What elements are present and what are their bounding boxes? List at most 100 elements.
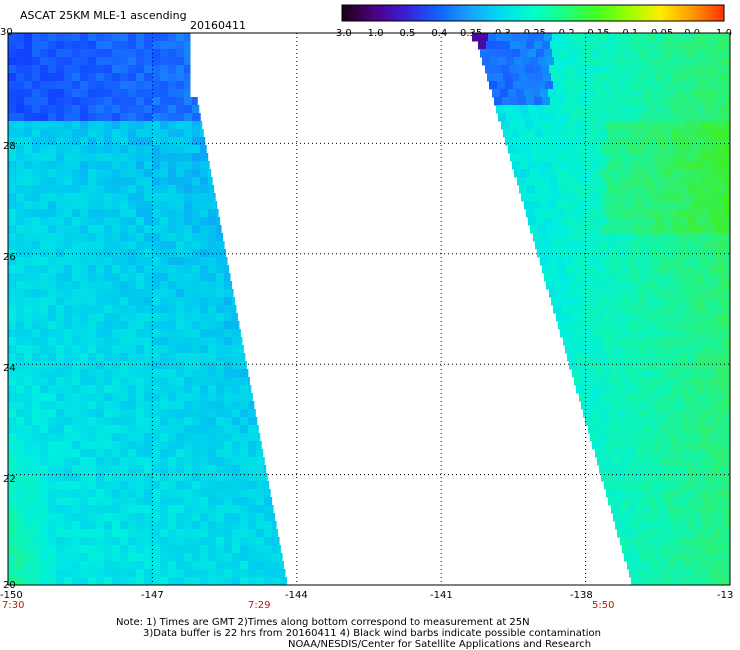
swath-cell <box>701 401 710 410</box>
swath-cell <box>48 249 57 258</box>
swath-cell <box>152 193 161 202</box>
swath-cell <box>627 393 636 402</box>
swath-cell <box>684 89 693 98</box>
swath-cell <box>56 465 65 474</box>
swath-cell <box>608 217 617 226</box>
swath-cell <box>72 153 81 162</box>
swath-cell <box>16 305 25 314</box>
swath-cell <box>32 505 41 514</box>
swath-cell <box>152 169 161 178</box>
swath-cell <box>682 281 691 290</box>
swath-cell <box>608 161 617 170</box>
swath-cell <box>8 513 17 522</box>
swath-cell <box>655 297 664 306</box>
swath-cell <box>640 49 649 58</box>
swath-cell <box>192 473 201 482</box>
swath-cell <box>64 481 73 490</box>
swath-cell <box>64 305 73 314</box>
swath-cell <box>662 321 671 330</box>
swath-cell <box>168 241 177 250</box>
swath-cell <box>280 561 285 570</box>
swath-cell <box>688 385 697 394</box>
swath-cell <box>654 377 663 386</box>
swath-cell <box>168 177 177 186</box>
swath-cell <box>693 569 702 578</box>
swath-cell <box>216 345 225 354</box>
swath-cell <box>16 41 25 50</box>
swath-cell <box>605 65 614 74</box>
swath-cell <box>616 33 625 42</box>
swath-cell <box>152 561 161 570</box>
swath-cell <box>168 433 177 442</box>
swath-cell <box>256 577 265 586</box>
swath-cell <box>565 121 574 130</box>
swath-cell <box>501 65 510 74</box>
swath-cell <box>681 137 690 146</box>
swath-cell <box>200 353 209 362</box>
swath-cell <box>16 433 25 442</box>
swath-cell <box>128 225 137 234</box>
swath-cell <box>617 417 626 426</box>
swath-cell <box>24 329 33 338</box>
swath-cell <box>88 441 97 450</box>
swath-cell <box>681 193 690 202</box>
swath-cell <box>208 337 217 346</box>
swath-cell <box>551 129 560 138</box>
swath-cell <box>709 233 718 242</box>
swath-cell <box>642 225 651 234</box>
swath-cell <box>128 361 137 370</box>
swath-cell <box>72 241 81 250</box>
swath-cell <box>168 185 177 194</box>
swath-cell <box>56 113 65 122</box>
swath-cell <box>248 481 257 490</box>
swath-cell <box>656 105 665 114</box>
swath-cell <box>88 553 97 562</box>
swath-cell <box>559 297 568 306</box>
swath-cell <box>726 41 731 50</box>
swath-cell <box>232 497 241 506</box>
swath-cell <box>720 385 729 394</box>
swath-cell <box>216 513 225 522</box>
swath-cell <box>56 153 65 162</box>
swath-cell <box>600 385 609 394</box>
swath-cell <box>160 41 169 50</box>
swath-cell <box>80 225 89 234</box>
swath-cell <box>704 497 713 506</box>
swath-cell <box>718 97 727 106</box>
swath-cell <box>168 417 177 426</box>
swath-cell <box>152 177 161 186</box>
swath-cell <box>550 209 559 218</box>
swath-cell <box>104 401 113 410</box>
swath-cell <box>705 361 714 370</box>
swath-cell <box>8 289 17 298</box>
swath-cell <box>72 33 81 42</box>
swath-cell <box>16 417 25 426</box>
swath-cell <box>24 153 33 162</box>
swath-cell <box>152 345 161 354</box>
swath-cell <box>708 481 717 490</box>
swath-cell <box>487 73 496 82</box>
swath-cell <box>683 449 692 458</box>
swath-cell <box>136 297 145 306</box>
swath-cell <box>176 441 185 450</box>
swath-cell <box>136 249 145 258</box>
swath-cell <box>663 185 672 194</box>
swath-cell <box>176 433 185 442</box>
swath-cell <box>681 417 690 426</box>
swath-cell <box>64 441 73 450</box>
swath-cell <box>208 569 217 578</box>
swath-cell <box>72 409 81 418</box>
swath-cell <box>664 105 673 114</box>
swath-cell <box>511 129 520 138</box>
swath-cell <box>644 481 653 490</box>
swath-cell <box>96 201 105 210</box>
swath-cell <box>40 393 49 402</box>
swath-cell <box>72 41 81 50</box>
swath-cell <box>264 569 273 578</box>
swath-cell <box>176 457 185 466</box>
swath-cell <box>80 553 89 562</box>
swath-cell <box>686 321 695 330</box>
swath-cell <box>224 569 233 578</box>
swath-cell <box>232 377 241 386</box>
